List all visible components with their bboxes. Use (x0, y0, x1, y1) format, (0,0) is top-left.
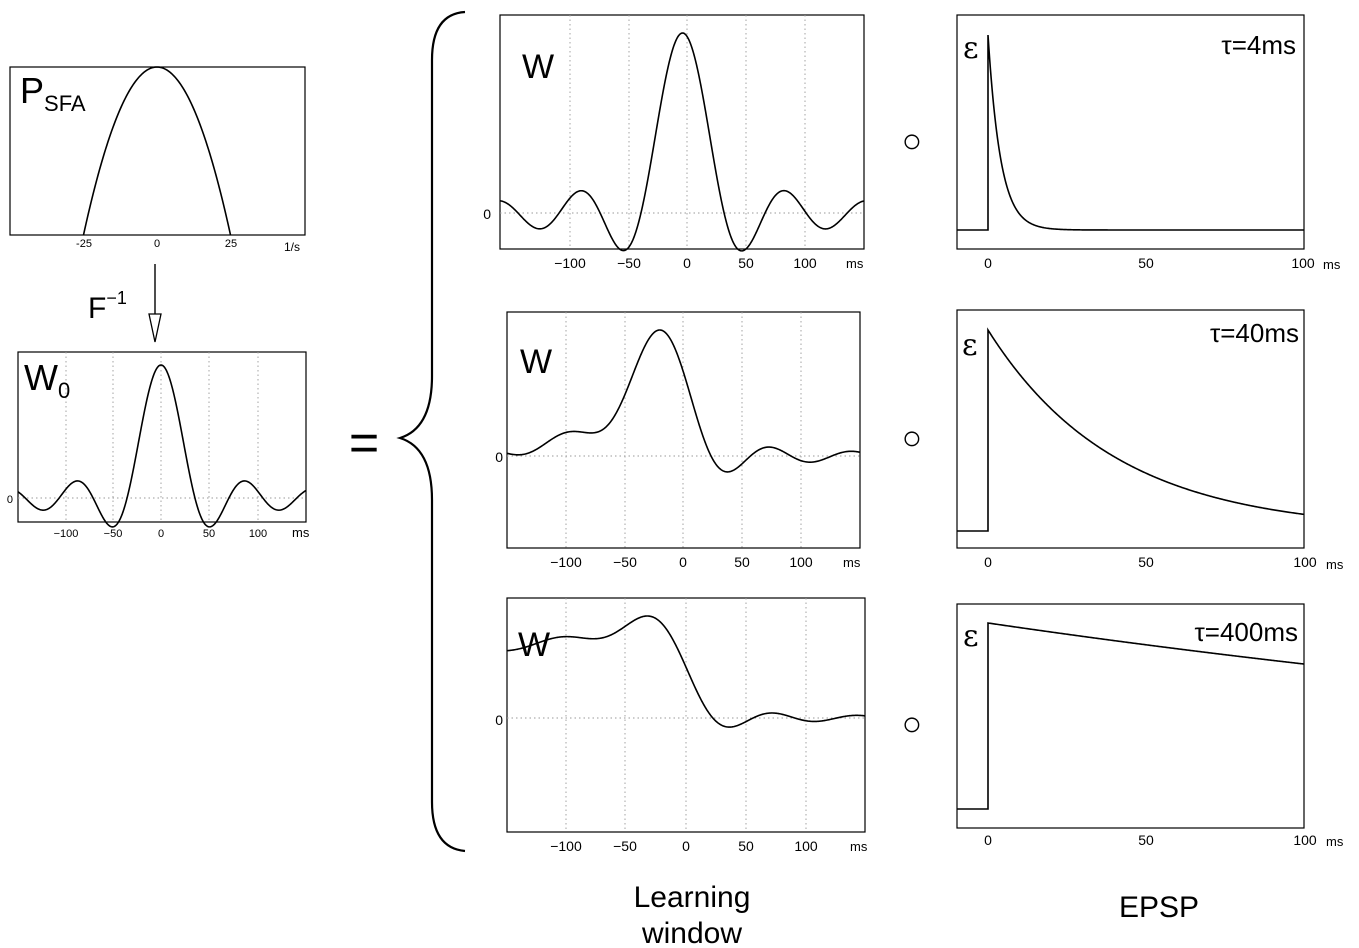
epsp-x-unit: ms (1326, 557, 1344, 572)
learning-window-curve (506, 615, 866, 728)
learning-window-curve (499, 32, 865, 252)
learning-window-x-tick-label: −50 (617, 255, 641, 271)
epsp-x-tick-label: 0 (984, 554, 992, 570)
w0-x-tick-label: −50 (104, 528, 123, 540)
learning-window-x-tick-label: −50 (613, 554, 637, 570)
epsp-x-tick-label: 100 (1293, 554, 1317, 570)
epsp-panel-tau-40: ε τ=40ms 0 50 100 ms (956, 309, 1344, 572)
w0-x-tick-label: 50 (203, 528, 215, 540)
learning-window-x-tick-label: 100 (793, 255, 817, 271)
epsp-tau-label: τ=4ms (1221, 30, 1296, 60)
learning-window-x-tick-label: 100 (789, 554, 813, 570)
learning-window-x-tick-label: −100 (554, 255, 586, 271)
epsp-x-tick-label: 0 (984, 832, 992, 848)
w0-grid (18, 352, 306, 522)
convolution-operator-icon: ○ (902, 122, 923, 160)
convolution-operator-icon: ○ (902, 419, 923, 457)
w0-x-tick-label: 100 (249, 528, 267, 540)
epsp-label: ε (963, 31, 979, 66)
epsp-label: ε (963, 619, 979, 654)
learning-window-x-tick-label: 50 (734, 554, 750, 570)
learning-window-axes-frame (499, 14, 865, 250)
learning-window-label: W (522, 48, 554, 86)
epsp-panel-tau-4: ε τ=4ms 0 50 100 ms (956, 14, 1341, 272)
convolution-operator-icon: ○ (902, 705, 923, 743)
learning-window-label: W (518, 626, 550, 664)
learning-window-grid (500, 15, 864, 249)
w0-panel: W0 0 −100 −50 0 50 100 ms (7, 351, 310, 540)
learning-window-x-unit: ms (850, 839, 868, 854)
learning-window-grid (507, 598, 865, 832)
epsp-axes-frame (956, 603, 1305, 829)
epsp-tau-label: τ=40ms (1210, 318, 1299, 348)
epsp-x-tick-label: 100 (1293, 832, 1317, 848)
learning-window-x-tick-label: 100 (794, 838, 818, 854)
learning-window-y-tick-label: 0 (483, 206, 491, 222)
w0-label: W0 (24, 357, 70, 403)
learning-window-y-tick-label: 0 (495, 449, 503, 465)
learning-window-caption: window (641, 917, 742, 948)
psfa-x-unit: 1/s (284, 240, 300, 254)
arrow-head-icon (148, 313, 162, 343)
epsp-x-tick-label: 0 (984, 255, 992, 271)
psfa-label: PSFA (20, 70, 86, 116)
learning-window-x-tick-label: 0 (682, 838, 690, 854)
curly-brace (396, 10, 466, 853)
equals-sign: = (349, 414, 379, 472)
w0-axes-frame (17, 351, 307, 523)
epsp-panel-tau-400: ε τ=400ms 0 50 100 ms (956, 603, 1344, 849)
epsp-x-tick-label: 50 (1138, 255, 1154, 271)
w0-x-unit: ms (292, 525, 310, 540)
epsp-curve (957, 34, 1304, 231)
psfa-x-tick-label: 25 (225, 238, 237, 250)
learning-window-label: W (520, 343, 552, 381)
psfa-x-tick-label: 0 (154, 238, 160, 250)
w0-x-tick-label: 0 (158, 528, 164, 540)
learning-window-x-tick-label: −100 (550, 838, 582, 854)
epsp-curve (957, 327, 1305, 532)
epsp-tau-label: τ=400ms (1195, 617, 1299, 647)
learning-window-panel-tau-40: W 0 −100 −50 0 50 100 ms (495, 311, 861, 570)
epsp-curve (957, 622, 1305, 810)
learning-window-y-tick-label: 0 (495, 712, 503, 728)
learning-window-x-tick-label: 0 (683, 255, 691, 271)
learning-window-x-tick-label: 0 (679, 554, 687, 570)
epsp-label: ε (962, 328, 978, 363)
w0-curve (17, 364, 307, 528)
epsp-x-tick-label: 50 (1138, 832, 1154, 848)
w0-y-tick-label: 0 (7, 494, 13, 506)
epsp-x-tick-label: 50 (1138, 554, 1154, 570)
learning-window-curve (506, 329, 861, 473)
learning-window-x-unit: ms (843, 555, 861, 570)
learning-window-x-unit: ms (846, 256, 864, 271)
learning-window-x-tick-label: 50 (738, 838, 754, 854)
learning-window-panel-tau-4: W 0 −100 −50 0 50 100 ms (483, 14, 865, 271)
learning-window-panel-tau-400: W 0 −100 −50 0 50 100 ms (495, 597, 868, 854)
learning-window-axes-frame (506, 311, 861, 549)
w0-x-tick-label: −100 (54, 528, 79, 540)
learning-window-x-tick-label: −50 (613, 838, 637, 854)
inverse-fourier-arrow: F−1 (88, 264, 162, 343)
epsp-x-tick-label: 100 (1291, 255, 1315, 271)
learning-window-grid (507, 312, 860, 548)
psfa-panel: PSFA -25 0 25 1/s (9, 66, 306, 254)
psfa-curve (82, 66, 232, 236)
inverse-fourier-label: F−1 (88, 288, 127, 325)
learning-window-x-tick-label: −100 (550, 554, 582, 570)
epsp-axes-frame (956, 309, 1305, 549)
epsp-x-unit: ms (1326, 834, 1344, 849)
learning-window-x-tick-label: 50 (738, 255, 754, 271)
learning-window-caption: Learning (634, 881, 751, 914)
epsp-caption: EPSP (1119, 891, 1199, 924)
psfa-x-tick-label: -25 (76, 238, 92, 250)
epsp-axes-frame (956, 14, 1305, 250)
epsp-x-unit: ms (1323, 257, 1341, 272)
